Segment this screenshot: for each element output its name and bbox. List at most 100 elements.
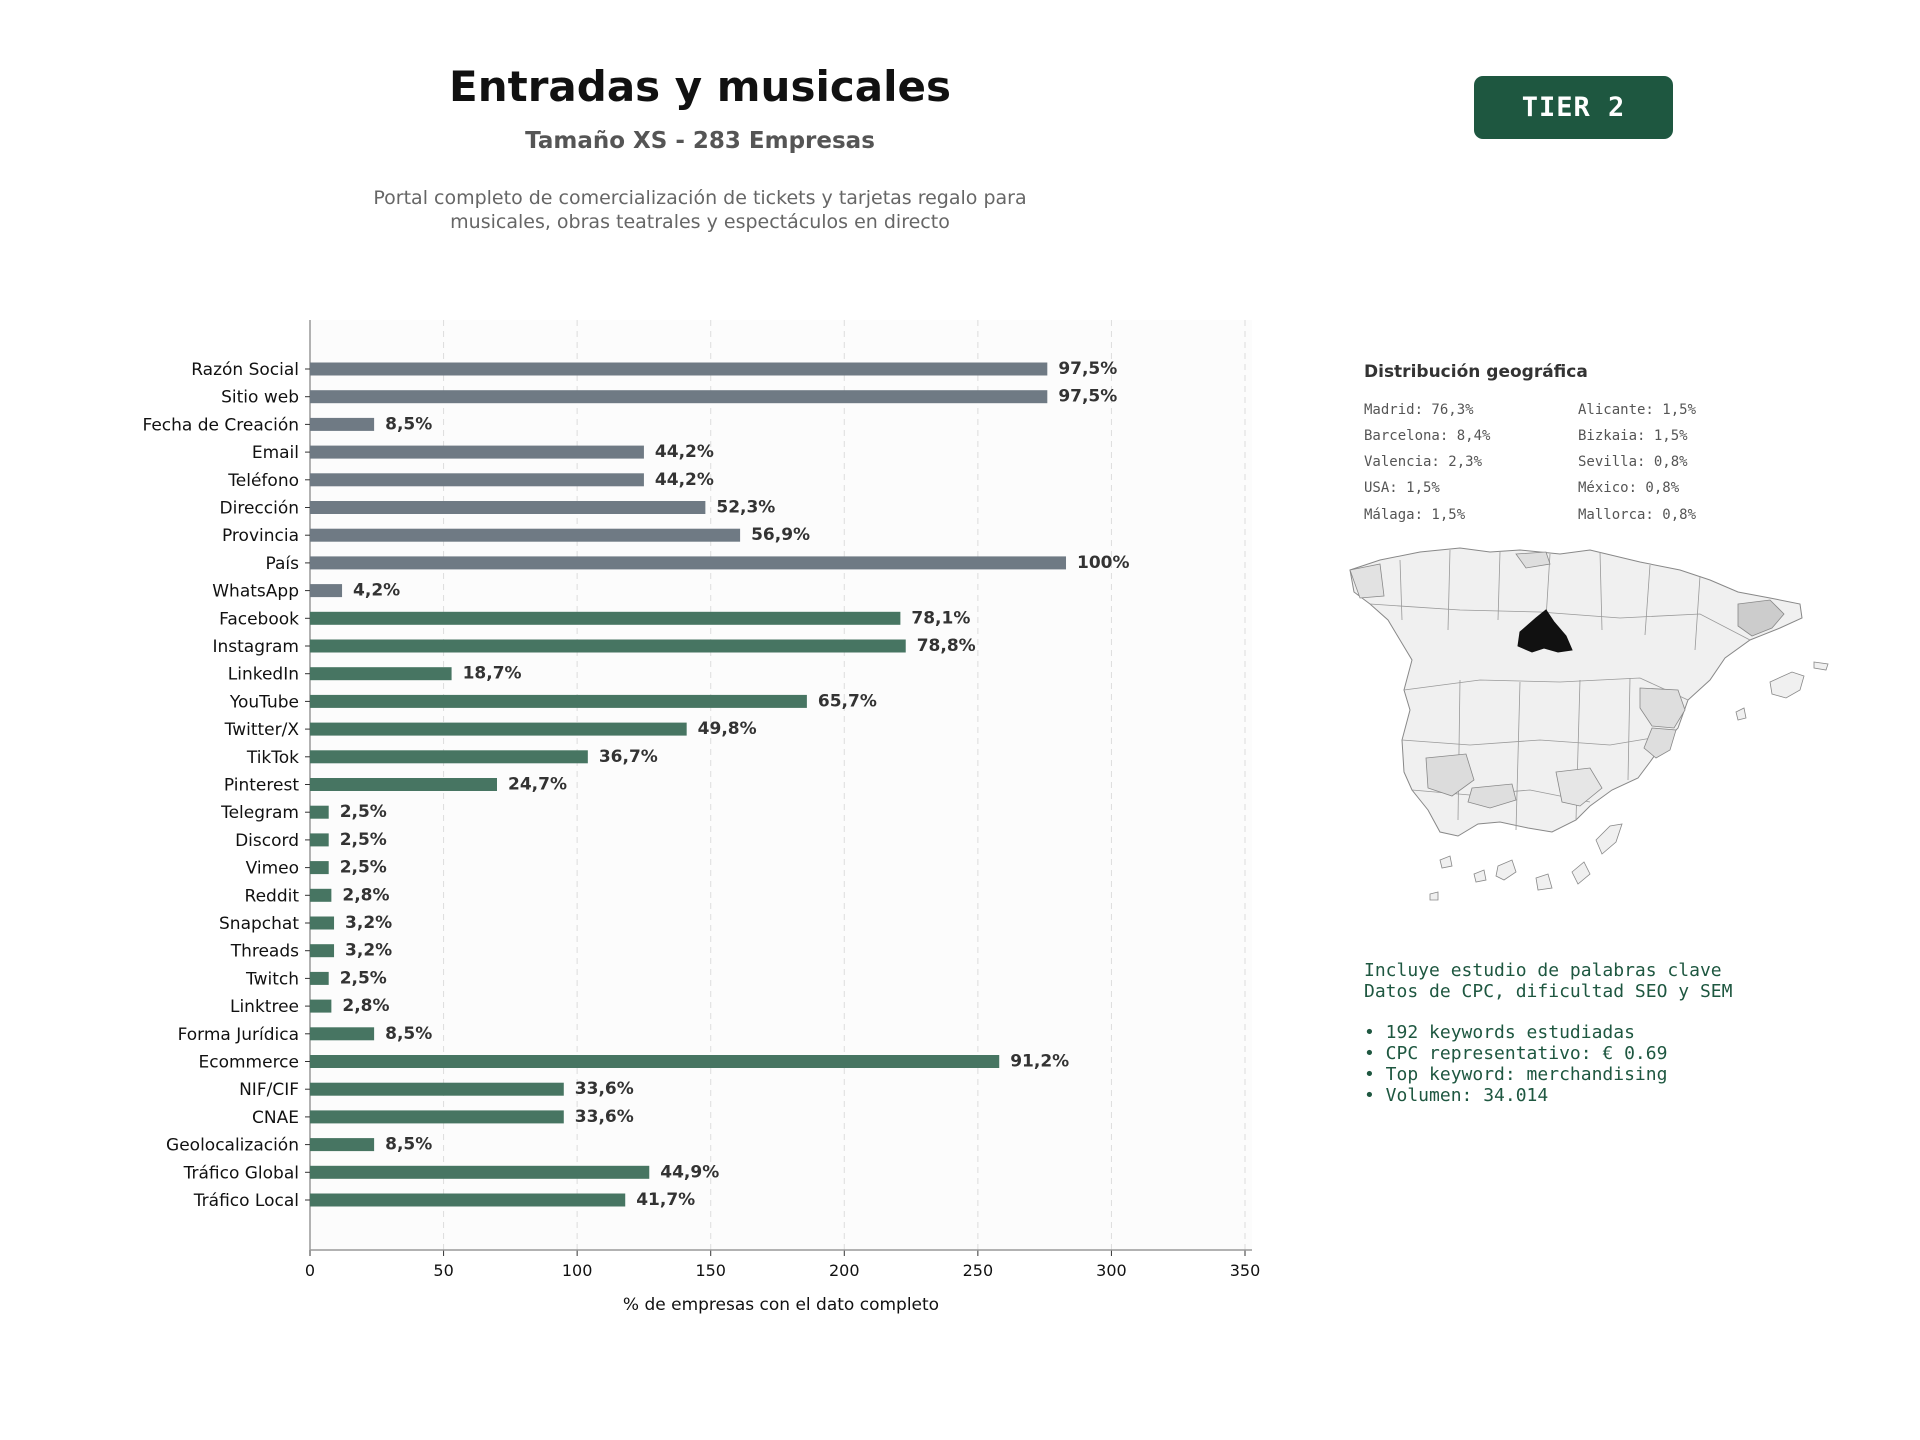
map-galicia-west bbox=[1349, 563, 1385, 599]
data-label: 8,5% bbox=[385, 1024, 432, 1044]
geo-item: Madrid: 76,3% bbox=[1364, 402, 1474, 418]
x-tick-label: 250 bbox=[963, 1261, 994, 1280]
category-label: CNAE bbox=[252, 1108, 299, 1128]
page-description: Portal completo de comercialización de t… bbox=[300, 186, 1100, 234]
x-tick-label: 100 bbox=[562, 1261, 593, 1280]
category-label: Fecha de Creación bbox=[142, 415, 299, 435]
data-label: 97,5% bbox=[1058, 359, 1117, 379]
x-tick-label: 350 bbox=[1230, 1261, 1261, 1280]
keywords-bullet: • CPC representativo: € 0.69 bbox=[1364, 1043, 1668, 1064]
data-label: 56,9% bbox=[751, 525, 810, 545]
data-label: 97,5% bbox=[1058, 387, 1117, 407]
page-subtitle: Tamaño XS - 283 Empresas bbox=[525, 128, 875, 154]
bar bbox=[310, 1138, 375, 1152]
data-label: 18,7% bbox=[463, 664, 522, 684]
bar bbox=[310, 694, 807, 708]
keywords-bullet: • Top keyword: merchandising bbox=[1364, 1064, 1668, 1085]
category-label: Pinterest bbox=[224, 776, 299, 796]
geo-item: Sevilla: 0,8% bbox=[1578, 454, 1688, 470]
keywords-intro-1: Incluye estudio de palabras clave bbox=[1364, 960, 1722, 981]
data-label: 24,7% bbox=[508, 775, 567, 795]
bar bbox=[310, 1055, 1000, 1068]
geo-item: México: 0,8% bbox=[1578, 480, 1680, 496]
geo-item: Valencia: 2,3% bbox=[1364, 454, 1483, 470]
geo-item: Mallorca: 0,8% bbox=[1578, 507, 1697, 523]
map-mallorca bbox=[1769, 671, 1805, 699]
page-title: Entradas y musicales bbox=[449, 62, 951, 111]
category-label: YouTube bbox=[229, 692, 299, 712]
bar bbox=[310, 999, 332, 1013]
map-valencia bbox=[1639, 687, 1686, 729]
category-label: Twitch bbox=[245, 969, 299, 989]
category-label: Discord bbox=[235, 831, 299, 851]
bar bbox=[310, 639, 906, 653]
bar bbox=[310, 528, 741, 542]
map-alicante bbox=[1643, 727, 1677, 759]
map-barcelona bbox=[1737, 599, 1785, 637]
category-label: Forma Jurídica bbox=[178, 1025, 299, 1045]
bar bbox=[310, 611, 901, 625]
description-line-2: musicales, obras teatrales y espectáculo… bbox=[450, 211, 950, 233]
bar bbox=[310, 778, 497, 791]
bar bbox=[310, 805, 329, 819]
geo-item: Bizkaia: 1,5% bbox=[1578, 428, 1688, 444]
data-label: 3,2% bbox=[345, 913, 392, 933]
keywords-bullet: • 192 keywords estudiadas bbox=[1364, 1022, 1635, 1043]
bar bbox=[310, 888, 332, 902]
category-label: Snapchat bbox=[219, 914, 299, 934]
category-label: Telegram bbox=[220, 803, 299, 823]
geo-item: Barcelona: 8,4% bbox=[1364, 428, 1491, 444]
category-label: Teléfono bbox=[227, 471, 299, 491]
category-label: Twitter/X bbox=[224, 720, 300, 740]
data-label: 100% bbox=[1077, 553, 1130, 573]
category-label: LinkedIn bbox=[228, 665, 299, 685]
data-label: 8,5% bbox=[385, 1135, 432, 1155]
data-label: 78,1% bbox=[911, 608, 970, 628]
data-label: 52,3% bbox=[716, 498, 775, 518]
geo-title: Distribución geográfica bbox=[1364, 362, 1588, 382]
bar bbox=[310, 750, 588, 764]
data-label: 78,8% bbox=[917, 636, 976, 656]
map-madrid bbox=[1517, 609, 1573, 653]
bar bbox=[310, 833, 329, 847]
bar bbox=[310, 556, 1067, 570]
bar bbox=[310, 944, 335, 958]
map-sevilla bbox=[1425, 753, 1475, 797]
category-label: Ecommerce bbox=[199, 1053, 300, 1073]
data-label: 44,9% bbox=[660, 1162, 719, 1182]
bar bbox=[310, 390, 1048, 404]
category-label: Geolocalización bbox=[166, 1136, 299, 1156]
bar bbox=[310, 916, 335, 930]
map-malaga bbox=[1467, 783, 1517, 809]
category-label: Instagram bbox=[213, 637, 300, 657]
bar bbox=[310, 722, 687, 736]
category-label: Dirección bbox=[220, 499, 299, 519]
category-label: Sitio web bbox=[221, 388, 299, 408]
bar bbox=[310, 417, 375, 431]
category-label: Provincia bbox=[222, 526, 299, 546]
bar bbox=[310, 501, 706, 514]
data-label: 2,8% bbox=[342, 885, 389, 905]
geo-item: USA: 1,5% bbox=[1364, 480, 1440, 496]
bar-chart: 0 50 100 150 200 250 300 350 Razón Social 97,5% Si… bbox=[142, 320, 1261, 1315]
x-axis-label: % de empresas con el dato completo bbox=[623, 1295, 939, 1315]
data-label: 49,8% bbox=[698, 719, 757, 739]
bar bbox=[310, 584, 343, 598]
category-label: Tráfico Global bbox=[183, 1163, 299, 1183]
data-label: 2,5% bbox=[340, 858, 387, 878]
category-label: Reddit bbox=[245, 886, 300, 906]
category-label: País bbox=[266, 554, 300, 574]
category-label: Linktree bbox=[230, 997, 299, 1017]
data-label: 36,7% bbox=[599, 747, 658, 767]
data-label: 8,5% bbox=[385, 414, 432, 434]
data-label: 44,2% bbox=[655, 442, 714, 462]
map-province-borders bbox=[1369, 549, 1751, 831]
data-label: 33,6% bbox=[575, 1079, 634, 1099]
x-tick-label: 0 bbox=[305, 1261, 315, 1280]
keywords-bullet: • Volumen: 34.014 bbox=[1364, 1085, 1549, 1106]
spain-map bbox=[1349, 547, 1829, 901]
bar bbox=[310, 1027, 375, 1041]
geo-item: Málaga: 1,5% bbox=[1364, 507, 1466, 523]
bar bbox=[310, 1193, 626, 1207]
data-label: 91,2% bbox=[1010, 1052, 1069, 1072]
